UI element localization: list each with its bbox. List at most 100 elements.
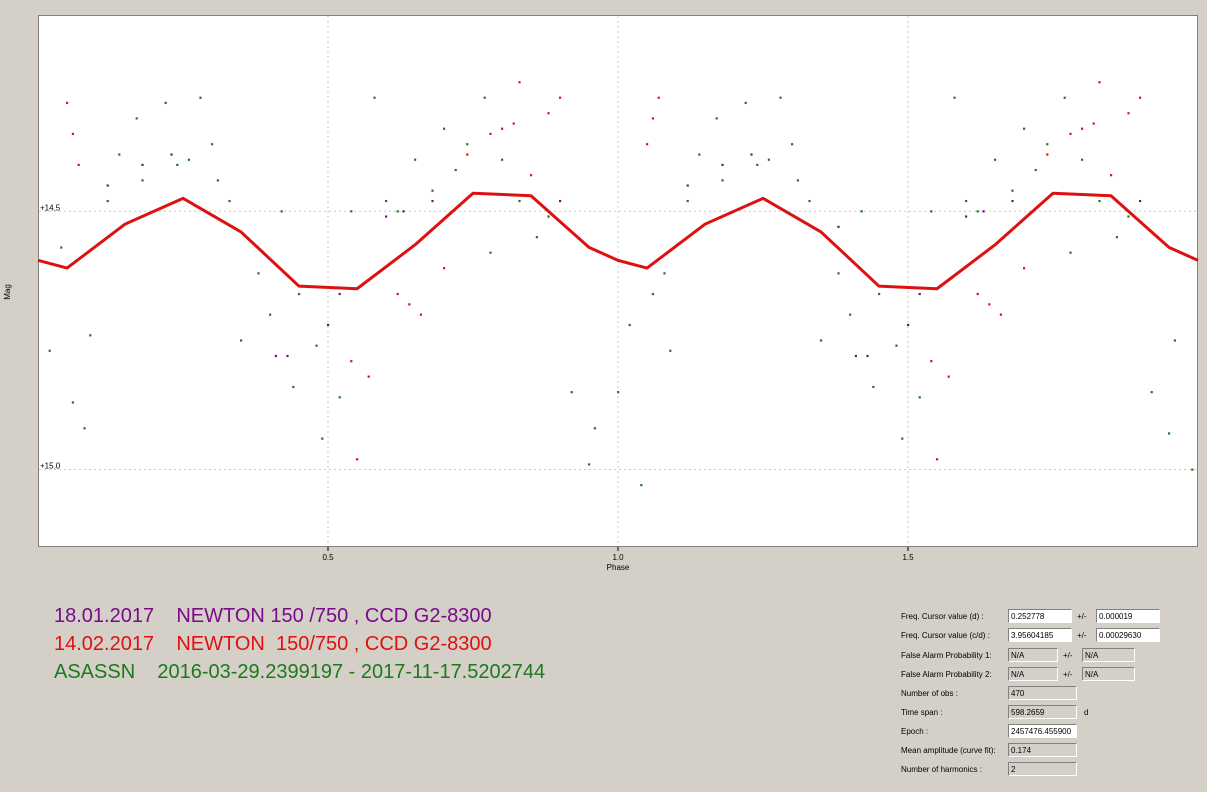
data-point-series-2 — [646, 143, 649, 146]
data-point-series-3 — [373, 96, 376, 99]
time-span-field[interactable]: 598.2659 — [1008, 705, 1077, 719]
data-point-series-1 — [274, 354, 277, 358]
data-point-series-1 — [982, 210, 985, 213]
mean-amplitude-field[interactable]: 0.174 — [1008, 743, 1077, 757]
data-point-series-3 — [1098, 199, 1101, 203]
data-point-series-3 — [135, 117, 138, 120]
time-span-row: Time span : 598.2659 d — [900, 704, 1200, 720]
mean-amplitude-row: Mean amplitude (curve fit): 0.174 — [900, 742, 1200, 758]
false-alarm-2-field[interactable]: N/A — [1008, 667, 1058, 681]
data-point-series-2 — [501, 127, 504, 130]
data-point-series-3 — [118, 153, 121, 156]
data-point-series-3 — [535, 236, 538, 239]
data-point-series-2 — [367, 375, 370, 378]
data-point-series-2 — [530, 174, 533, 177]
freq-cursor-d-pm: +/- — [1077, 612, 1087, 621]
data-point-series-3 — [901, 437, 904, 440]
num-obs-label: Number of obs : — [901, 689, 958, 698]
data-point-series-3 — [443, 127, 446, 130]
freq-cursor-cd-field[interactable]: 3.95604185 — [1008, 628, 1072, 642]
data-point-series-3 — [617, 391, 620, 394]
epoch-label: Epoch : — [901, 727, 929, 736]
data-point-series-2 — [947, 375, 950, 378]
data-point-series-2 — [1092, 122, 1095, 125]
data-point-series-3 — [89, 334, 92, 337]
freq-cursor-cd-label: Freq. Cursor value (c/d) : — [901, 631, 990, 640]
num-harmonics-row: Number of harmonics : 2 — [900, 761, 1200, 777]
x-axis-title: Phase — [607, 563, 630, 572]
y-axis-title: Mag — [3, 284, 12, 300]
data-point-series-1 — [385, 215, 388, 218]
data-point-series-3 — [651, 292, 654, 296]
data-point-series-2 — [1046, 153, 1049, 156]
data-point-series-3 — [199, 96, 202, 99]
y-tick-label: +14.5 — [40, 203, 61, 212]
data-point-series-3 — [466, 143, 469, 146]
data-point-series-3 — [570, 391, 573, 394]
data-point-series-3 — [489, 251, 492, 254]
data-point-series-3 — [872, 385, 875, 389]
false-alarm-1-label: False Alarm Probability 1: — [901, 651, 992, 660]
data-point-series-2 — [936, 458, 939, 461]
data-point-series-3 — [698, 153, 701, 156]
data-point-series-3 — [216, 179, 219, 182]
data-point-series-3 — [837, 272, 840, 275]
data-point-series-3 — [965, 199, 968, 203]
false-alarm-2-error-field[interactable]: N/A — [1082, 667, 1135, 681]
data-point-series-1 — [750, 153, 753, 156]
data-point-series-3 — [518, 199, 521, 203]
data-point-series-3 — [164, 101, 167, 105]
false-alarm-1-field[interactable]: N/A — [1008, 648, 1058, 662]
num-harmonics-field[interactable]: 2 — [1008, 762, 1077, 776]
data-point-series-2 — [1127, 112, 1130, 115]
data-point-series-3 — [257, 272, 260, 275]
legend-entry-1: 18.01.2017 NEWTON 150 /750 , CCD G2-8300 — [54, 605, 492, 627]
freq-cursor-d-error-field[interactable]: 0.000019 — [1096, 609, 1160, 623]
data-point-series-3 — [878, 292, 881, 296]
data-point-series-2 — [976, 292, 979, 296]
time-span-label: Time span : — [901, 708, 943, 717]
legend: 18.01.2017 NEWTON 150 /750 , CCD G2-8300… — [54, 602, 545, 686]
data-point-series-1 — [286, 354, 289, 358]
data-point-series-3 — [1115, 236, 1118, 239]
data-point-series-3 — [1034, 168, 1037, 172]
num-obs-row: Number of obs : 470 — [900, 685, 1200, 701]
data-point-series-3 — [83, 427, 86, 430]
data-point-series-3 — [1191, 468, 1194, 471]
data-point-series-1 — [837, 225, 840, 228]
freq-cursor-d-field[interactable]: 0.252778 — [1008, 609, 1072, 623]
y-tick-label: +15.0 — [40, 462, 61, 471]
data-point-series-3 — [1011, 189, 1014, 192]
data-point-series-2 — [930, 360, 933, 363]
data-point-series-1 — [854, 354, 857, 358]
data-point-series-3 — [976, 210, 979, 213]
data-point-series-3 — [686, 199, 689, 203]
data-point-series-3 — [953, 96, 956, 99]
freq-cursor-cd-error-field[interactable]: 0.00029630 — [1096, 628, 1160, 642]
data-point-series-3 — [71, 401, 74, 404]
data-point-series-3 — [298, 292, 301, 296]
data-point-series-3 — [396, 210, 399, 213]
data-point-series-2 — [1081, 127, 1084, 130]
data-point-series-3 — [1127, 215, 1130, 218]
epoch-field[interactable]: 2457476.455900 — [1008, 724, 1077, 738]
data-point-series-3 — [640, 484, 643, 487]
fit-curve — [37, 191, 1199, 291]
data-point-series-3 — [176, 163, 179, 166]
false-alarm-1-row: False Alarm Probability 1: N/A +/- N/A — [900, 647, 1200, 663]
data-point-series-3 — [292, 385, 295, 389]
freq-cursor-d-label: Freq. Cursor value (d) : — [901, 612, 984, 621]
false-alarm-1-error-field[interactable]: N/A — [1082, 648, 1135, 662]
data-point-series-3 — [669, 349, 672, 352]
data-point-series-3 — [721, 179, 724, 182]
data-point-series-3 — [779, 96, 782, 99]
data-point-series-3 — [1168, 432, 1171, 435]
data-point-series-3 — [628, 323, 631, 327]
data-point-series-3 — [1046, 143, 1049, 146]
data-point-series-3 — [321, 437, 324, 440]
data-point-series-1 — [918, 292, 921, 296]
x-tick-label: 0.5 — [322, 553, 334, 562]
num-obs-field[interactable]: 470 — [1008, 686, 1077, 700]
data-point-series-3 — [269, 313, 272, 316]
data-point-series-2 — [419, 313, 422, 316]
